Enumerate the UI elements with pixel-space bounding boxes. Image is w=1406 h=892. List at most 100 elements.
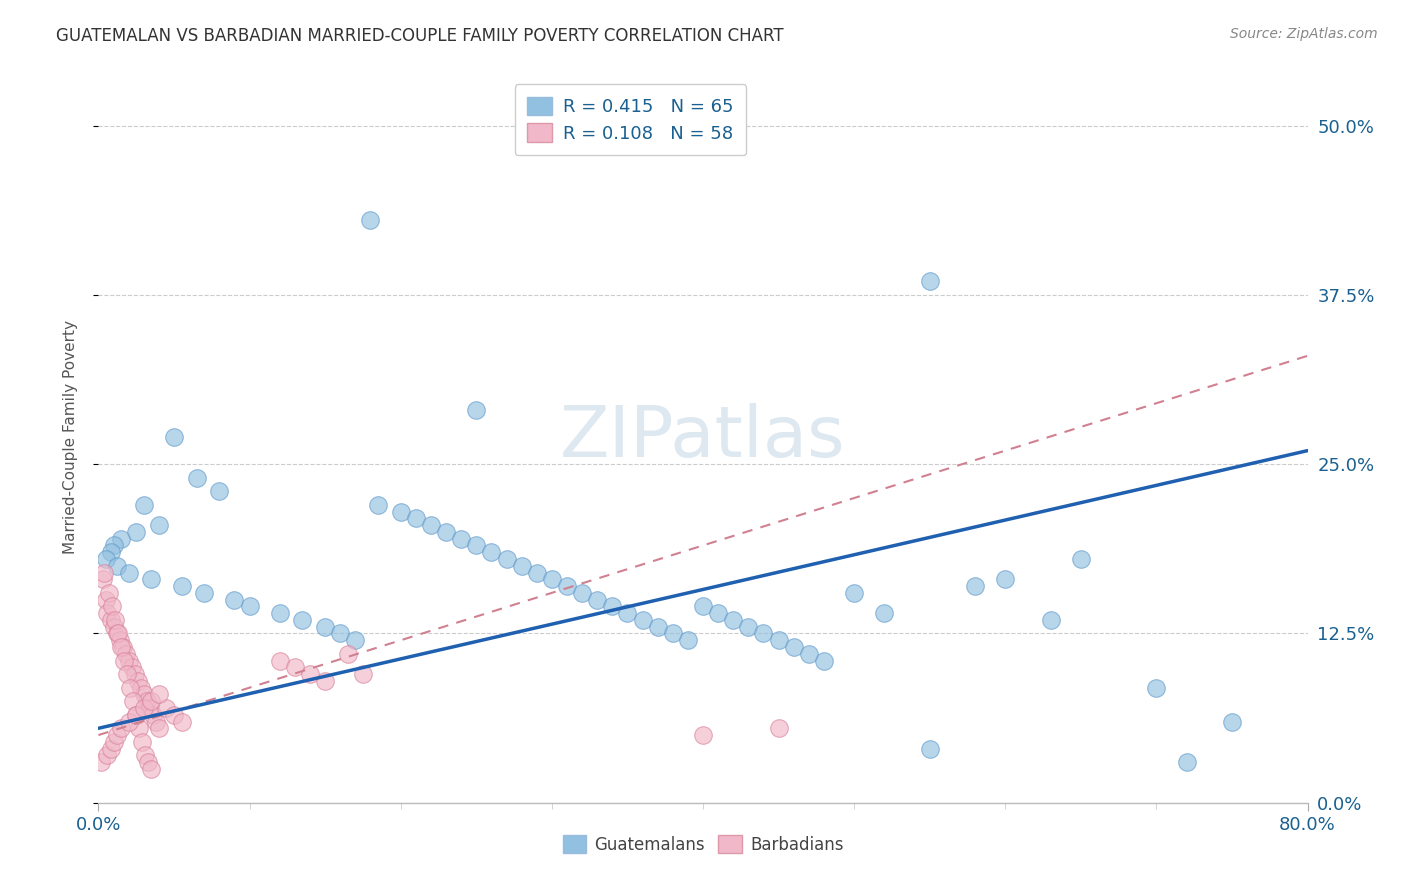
Point — [360, 213, 382, 227]
Point — [118, 566, 141, 580]
Point — [170, 714, 193, 729]
Point — [170, 579, 193, 593]
Point — [141, 694, 163, 708]
Point — [141, 572, 163, 586]
Point — [367, 498, 389, 512]
Point — [132, 701, 155, 715]
Point — [148, 688, 170, 702]
Point — [1175, 755, 1198, 769]
Point — [481, 545, 503, 559]
Point — [105, 728, 128, 742]
Point — [434, 524, 457, 539]
Point — [314, 620, 336, 634]
Point — [269, 654, 291, 668]
Point — [163, 707, 186, 722]
Text: GUATEMALAN VS BARBADIAN MARRIED-COUPLE FAMILY POVERTY CORRELATION CHART: GUATEMALAN VS BARBADIAN MARRIED-COUPLE F… — [56, 27, 785, 45]
Point — [141, 762, 163, 776]
Point — [100, 545, 122, 559]
Point — [1039, 613, 1062, 627]
Point — [873, 606, 896, 620]
Point — [723, 613, 745, 627]
Point — [631, 613, 654, 627]
Point — [105, 558, 128, 573]
Point — [555, 579, 578, 593]
Point — [96, 606, 118, 620]
Point — [110, 721, 132, 735]
Point — [239, 599, 262, 614]
Point — [450, 532, 472, 546]
Point — [93, 566, 115, 580]
Point — [918, 741, 941, 756]
Point — [129, 681, 152, 695]
Point — [96, 748, 118, 763]
Point — [100, 741, 122, 756]
Point — [1220, 714, 1243, 729]
Legend: Guatemalans, Barbadians: Guatemalans, Barbadians — [555, 829, 851, 860]
Point — [118, 714, 141, 729]
Y-axis label: Married-Couple Family Poverty: Married-Couple Family Poverty — [63, 320, 77, 554]
Point — [145, 714, 167, 729]
Point — [100, 613, 122, 627]
Point — [132, 688, 155, 702]
Point — [314, 673, 336, 688]
Point — [737, 620, 759, 634]
Point — [495, 552, 517, 566]
Point — [420, 518, 443, 533]
Point — [797, 647, 820, 661]
Point — [389, 505, 412, 519]
Point — [110, 532, 132, 546]
Point — [108, 633, 131, 648]
Point — [291, 613, 314, 627]
Point — [110, 640, 132, 654]
Point — [136, 755, 159, 769]
Point — [676, 633, 699, 648]
Point — [128, 721, 150, 735]
Point — [994, 572, 1017, 586]
Point — [118, 654, 141, 668]
Point — [465, 403, 488, 417]
Point — [783, 640, 806, 654]
Point — [193, 586, 215, 600]
Point — [125, 707, 148, 722]
Point — [155, 701, 177, 715]
Point — [107, 626, 129, 640]
Point — [692, 599, 714, 614]
Point — [813, 654, 835, 668]
Point — [125, 707, 148, 722]
Point — [965, 579, 987, 593]
Point — [647, 620, 669, 634]
Point — [115, 667, 138, 681]
Point — [98, 586, 121, 600]
Point — [352, 667, 374, 681]
Point — [405, 511, 427, 525]
Point — [224, 592, 246, 607]
Point — [465, 538, 488, 552]
Point — [768, 721, 790, 735]
Point — [661, 626, 683, 640]
Point — [1070, 552, 1092, 566]
Point — [105, 626, 128, 640]
Point — [121, 660, 143, 674]
Point — [103, 538, 125, 552]
Point — [124, 667, 146, 681]
Point — [752, 626, 775, 640]
Point — [329, 626, 352, 640]
Point — [571, 586, 593, 600]
Point — [114, 647, 136, 661]
Point — [269, 606, 291, 620]
Point — [132, 498, 155, 512]
Point — [125, 524, 148, 539]
Point — [344, 633, 367, 648]
Point — [104, 613, 127, 627]
Point — [112, 654, 135, 668]
Point — [127, 673, 149, 688]
Point — [602, 599, 624, 614]
Point — [103, 620, 125, 634]
Point — [540, 572, 562, 586]
Point — [526, 566, 548, 580]
Point — [120, 681, 142, 695]
Point — [692, 728, 714, 742]
Point — [336, 647, 359, 661]
Point — [284, 660, 307, 674]
Point — [111, 640, 134, 654]
